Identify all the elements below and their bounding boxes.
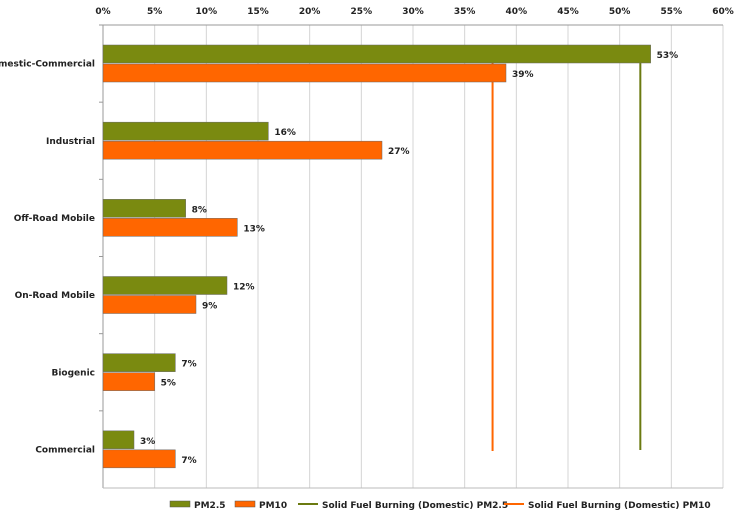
x-tick-label: 5% (147, 7, 162, 17)
data-label: 7% (181, 360, 196, 370)
bar-pm10 (102, 449, 176, 469)
x-tick-label: 40% (506, 7, 528, 17)
bar-pm25 (102, 121, 269, 141)
data-label: 12% (233, 283, 255, 293)
x-tick-label: 50% (609, 7, 631, 17)
bar-pm25 (102, 44, 651, 64)
category-label: Industrial (46, 137, 95, 147)
data-label: 5% (161, 379, 176, 389)
bar-pm10 (102, 140, 383, 160)
category-label: Commercial (35, 445, 95, 455)
data-label: 3% (140, 437, 155, 447)
data-label: 13% (243, 224, 265, 234)
data-label: 53% (657, 51, 679, 61)
category-label: On-Road Mobile (15, 291, 95, 301)
bar-pm10 (102, 218, 238, 237)
x-tick-label: 25% (351, 7, 373, 17)
bar-pm25 (102, 353, 176, 372)
category-label: Off-Road Mobile (14, 214, 95, 224)
x-tick-label: 15% (247, 7, 269, 17)
x-tick-label: 0% (95, 7, 110, 17)
category-label: Biogenic (51, 368, 95, 378)
data-label: 8% (192, 205, 207, 215)
x-tick-label: 10% (196, 7, 218, 17)
data-label: 39% (512, 70, 534, 80)
bar-pm25 (102, 430, 135, 450)
x-tick-label: 55% (661, 7, 683, 17)
legend-pm25-label: PM2.5 (194, 501, 226, 511)
legend-pm10-label: PM10 (259, 501, 287, 511)
legend-ref-pm25-label: Solid Fuel Burning (Domestic) PM2.5 (322, 501, 508, 511)
legend-pm25-swatch (169, 500, 191, 508)
data-label: 16% (274, 128, 296, 138)
legend-ref-pm10-label: Solid Fuel Burning (Domestic) PM10 (528, 501, 711, 511)
bar-pm10 (102, 63, 507, 83)
legend-pm10-swatch (234, 500, 256, 508)
x-tick-label: 20% (299, 7, 321, 17)
bar-pm25 (102, 276, 228, 295)
data-label: 27% (388, 147, 410, 157)
x-tick-label: 60% (712, 7, 734, 17)
data-label: 9% (202, 302, 217, 312)
data-label: 7% (181, 456, 196, 466)
bar-pm10 (102, 295, 197, 314)
x-tick-label: 35% (454, 7, 476, 17)
category-label: Domestic-Commercial (0, 60, 95, 70)
x-tick-label: 30% (402, 7, 424, 17)
bar-pm25 (102, 199, 186, 218)
bar-pm10 (102, 372, 155, 391)
x-tick-label: 45% (557, 7, 579, 17)
